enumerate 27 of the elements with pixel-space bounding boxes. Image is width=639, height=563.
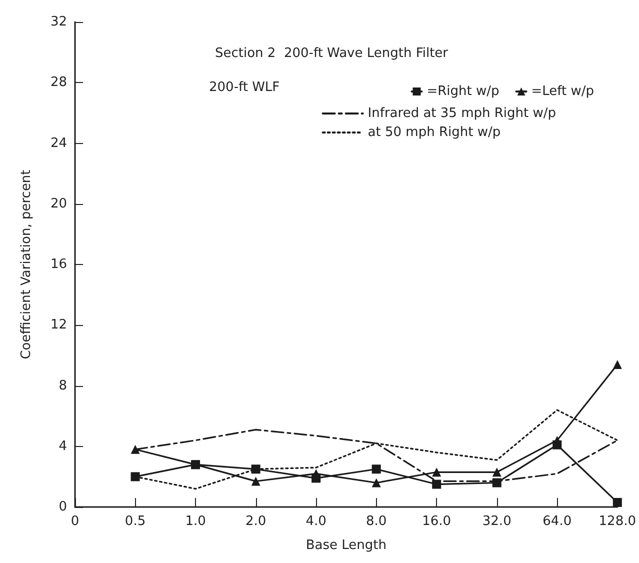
y-tick-label: 16 xyxy=(50,257,67,272)
legend-label: =Right w/p xyxy=(426,84,500,99)
x-tick-label: 1.0 xyxy=(185,514,206,529)
legend-label: =Left w/p xyxy=(531,84,594,99)
x-axis-title: Base Length xyxy=(306,538,387,553)
x-tick-label: 0 xyxy=(70,514,80,529)
x-tick-label: 2.0 xyxy=(245,514,266,529)
y-axis-title: Coefficient Variation, percent xyxy=(19,170,34,360)
x-tick-label: 32.0 xyxy=(482,514,512,529)
x-tick-label: 0.5 xyxy=(124,514,146,529)
y-tick-label: 4 xyxy=(58,438,67,454)
y-tick-label: 0 xyxy=(58,500,67,514)
x-tick-label: 16.0 xyxy=(422,514,452,529)
y-tick-label: 20 xyxy=(50,196,67,212)
y-tick-label: 8 xyxy=(58,378,67,394)
y-tick-label: 12 xyxy=(50,318,67,333)
text: Section 2 200-ft Wave Length Filter xyxy=(215,46,449,61)
x-tick-label: 64.0 xyxy=(542,514,572,529)
y-tick-label: 24 xyxy=(50,136,67,151)
y-tick-label: 32 xyxy=(50,14,67,30)
y-tick-label: 28 xyxy=(50,75,67,90)
legend-title: 200-ft WLF xyxy=(209,80,280,95)
legend-label: Infrared at 35 mph Right w/p xyxy=(368,106,556,121)
x-tick-label: 8.0 xyxy=(366,514,387,529)
x-tick-label: 128.0 xyxy=(598,514,636,529)
legend-label: at 50 mph Right w/p xyxy=(368,125,501,140)
x-tick-label: 4.0 xyxy=(306,514,326,529)
